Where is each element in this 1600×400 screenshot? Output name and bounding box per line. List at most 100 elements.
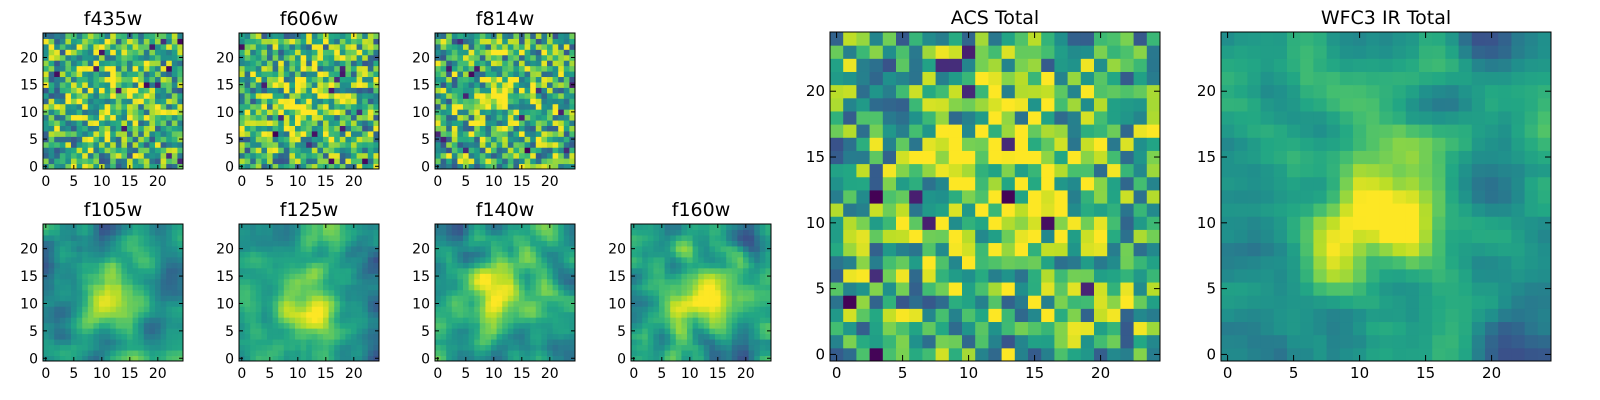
heatmap-cell [244, 76, 251, 83]
heatmap-cell [631, 339, 638, 346]
heatmap-cell [698, 245, 705, 252]
heatmap-cell [143, 65, 150, 72]
heatmap-cell [446, 333, 453, 340]
heatmap-cell [267, 103, 274, 110]
heatmap-cell [524, 289, 531, 296]
heatmap-cell [373, 278, 380, 285]
heatmap-cell [664, 344, 671, 351]
heatmap-cell [143, 322, 150, 329]
heatmap-cell [339, 43, 346, 50]
heatmap-cell [143, 273, 150, 280]
heatmap-cell [160, 125, 167, 132]
heatmap-cell [328, 71, 335, 78]
heatmap-cell [457, 339, 464, 346]
heatmap-cell [479, 344, 486, 351]
heatmap-cell [132, 350, 139, 357]
heatmap-cell [328, 289, 335, 296]
heatmap-cell [155, 251, 162, 258]
heatmap-cell [709, 300, 716, 307]
heatmap-cell [709, 262, 716, 269]
heatmap-cell [295, 256, 302, 263]
heatmap-cell [558, 322, 565, 329]
heatmap-cell [468, 38, 475, 45]
heatmap-cell [48, 49, 55, 56]
heatmap-cell [373, 147, 380, 154]
heatmap-cell [1014, 255, 1029, 270]
heatmap-cell [703, 300, 710, 307]
heatmap-cell [485, 147, 492, 154]
heatmap-cell [692, 251, 699, 258]
heatmap-cell [552, 76, 559, 83]
heatmap-cell [547, 125, 554, 132]
heatmap-cell [1054, 295, 1069, 309]
heatmap-cell [647, 289, 654, 296]
heatmap-cell [239, 350, 246, 357]
heatmap-cell [457, 284, 464, 291]
heatmap-cell [110, 273, 117, 280]
heatmap-cell [703, 267, 710, 274]
heatmap-cell [373, 114, 380, 121]
heatmap-cell [647, 256, 654, 263]
heatmap-cell [896, 229, 910, 244]
heatmap-cell [317, 344, 324, 351]
heatmap-cell [132, 60, 139, 67]
heatmap-cell [65, 65, 72, 72]
heatmap-cell [121, 141, 128, 148]
heatmap-cell [166, 76, 173, 83]
heatmap-cell [87, 152, 94, 159]
heatmap-cell [675, 267, 682, 274]
heatmap-cell [250, 328, 257, 335]
heatmap-cell [99, 152, 106, 159]
heatmap-cell [496, 98, 503, 105]
heatmap-cell [177, 120, 184, 126]
heatmap-cell [726, 262, 733, 269]
heatmap-cell [121, 114, 128, 121]
heatmap-cell [283, 54, 290, 61]
heatmap-cell [283, 278, 290, 285]
heatmap-cell [328, 251, 335, 258]
heatmap-cell [502, 125, 509, 132]
heatmap-cell [547, 240, 554, 247]
heatmap-cell [351, 130, 358, 137]
heatmap-cell [244, 136, 251, 143]
heatmap-cell [93, 49, 100, 56]
heatmap-cell [166, 234, 173, 241]
heatmap-cell [843, 229, 857, 244]
heatmap-cell [99, 339, 106, 346]
heatmap-cell [446, 240, 453, 247]
heatmap-cell [65, 43, 72, 50]
heatmap-cell [250, 65, 257, 72]
heatmap-cell [524, 43, 531, 50]
heatmap-cell [339, 65, 346, 72]
heatmap-cell [132, 54, 139, 61]
x-tick-label: 20 [737, 366, 755, 382]
heatmap-cell [541, 33, 548, 39]
heatmap-cell [132, 109, 139, 116]
heatmap-cell [82, 120, 89, 126]
heatmap-cell [502, 229, 509, 236]
heatmap-cell [306, 33, 313, 39]
heatmap-cell [530, 125, 537, 132]
heatmap-cell [491, 350, 498, 357]
heatmap-cell [362, 251, 369, 258]
heatmap-cell [283, 33, 290, 39]
heatmap-cell [261, 240, 268, 247]
heatmap-cell [636, 251, 643, 258]
heatmap-cell [300, 251, 307, 258]
heatmap-cell [1080, 282, 1095, 296]
heatmap-cell [149, 339, 156, 346]
heatmap-cell [1146, 282, 1161, 296]
heatmap-cell [255, 114, 262, 121]
heatmap-cell [166, 98, 173, 105]
heatmap-cell [328, 33, 335, 39]
heatmap-cell [300, 136, 307, 143]
heatmap-cell [255, 328, 262, 335]
heatmap-cell [155, 158, 162, 165]
heatmap-cell [110, 355, 117, 362]
heatmap-cell [664, 306, 671, 313]
heatmap-cell [143, 262, 150, 269]
heatmap-cell [127, 322, 134, 329]
heatmap-cell [535, 262, 542, 269]
heatmap-cell [513, 317, 520, 324]
heatmap-cell [896, 268, 910, 283]
